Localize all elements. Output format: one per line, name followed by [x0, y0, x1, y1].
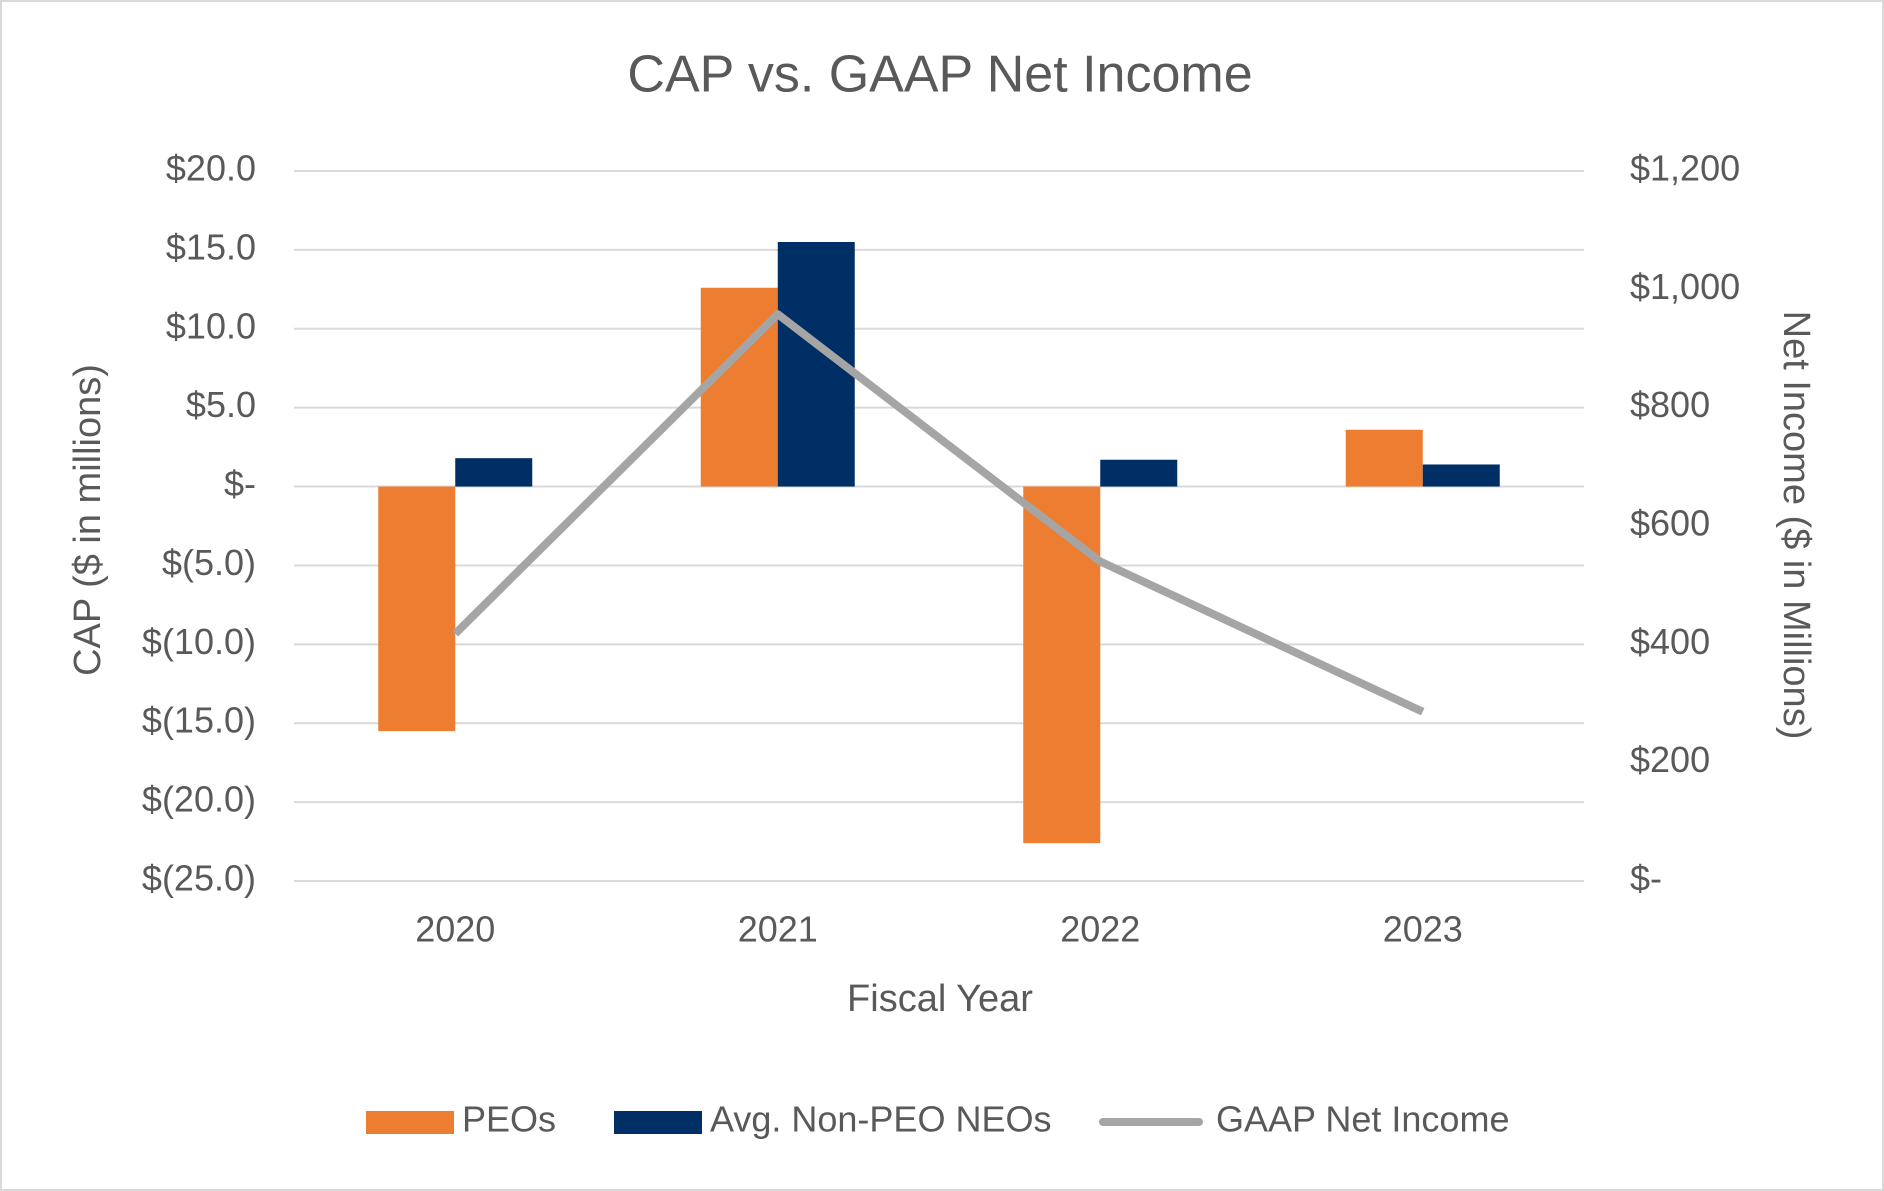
y-tick-label: $(20.0) [142, 779, 256, 820]
y2-tick-label: $600 [1630, 503, 1710, 544]
y-tick-label: $(5.0) [162, 542, 256, 583]
chart-title: CAP vs. GAAP Net Income [627, 46, 1252, 104]
x-tick-label: 2023 [1383, 909, 1463, 950]
y-tick-label: $20.0 [166, 148, 256, 189]
y-axis-title: CAP ($ in millions) [67, 364, 109, 676]
bar [1100, 459, 1178, 487]
y-tick-label: $15.0 [166, 226, 256, 267]
y-tick-label: $10.0 [166, 305, 256, 346]
bar [455, 458, 533, 487]
line [452, 310, 1425, 716]
bar [700, 287, 778, 487]
y2-tick-label: $1,200 [1630, 148, 1740, 189]
bar [378, 486, 456, 732]
y-tick-label: $(10.0) [142, 621, 256, 662]
legend-swatch [614, 1111, 702, 1134]
y-tick-label: $- [224, 463, 256, 504]
legend-label: PEOs [462, 1099, 556, 1140]
x-axis-title: Fiscal Year [847, 978, 1033, 1020]
legend-label: GAAP Net Income [1216, 1099, 1509, 1140]
y2-tick-label: $- [1630, 858, 1662, 899]
y2-tick-label: $1,000 [1630, 266, 1740, 307]
y2-axis-title: Net Income ($ in Millions) [1775, 311, 1817, 740]
legend-label: Avg. Non-PEO NEOs [710, 1099, 1051, 1140]
y2-tick-label: $400 [1630, 621, 1710, 662]
y-tick-label: $5.0 [186, 384, 256, 425]
bar [1345, 429, 1423, 487]
x-tick-label: 2022 [1060, 909, 1140, 950]
y-tick-label: $(15.0) [142, 700, 256, 741]
y2-tick-label: $200 [1630, 739, 1710, 780]
x-tick-label: 2021 [738, 909, 818, 950]
bar [1422, 464, 1500, 487]
x-tick-label: 2020 [415, 909, 495, 950]
legend-swatch [366, 1111, 454, 1134]
y2-tick-label: $800 [1630, 384, 1710, 425]
y-tick-label: $(25.0) [142, 858, 256, 899]
bar [1023, 486, 1101, 844]
